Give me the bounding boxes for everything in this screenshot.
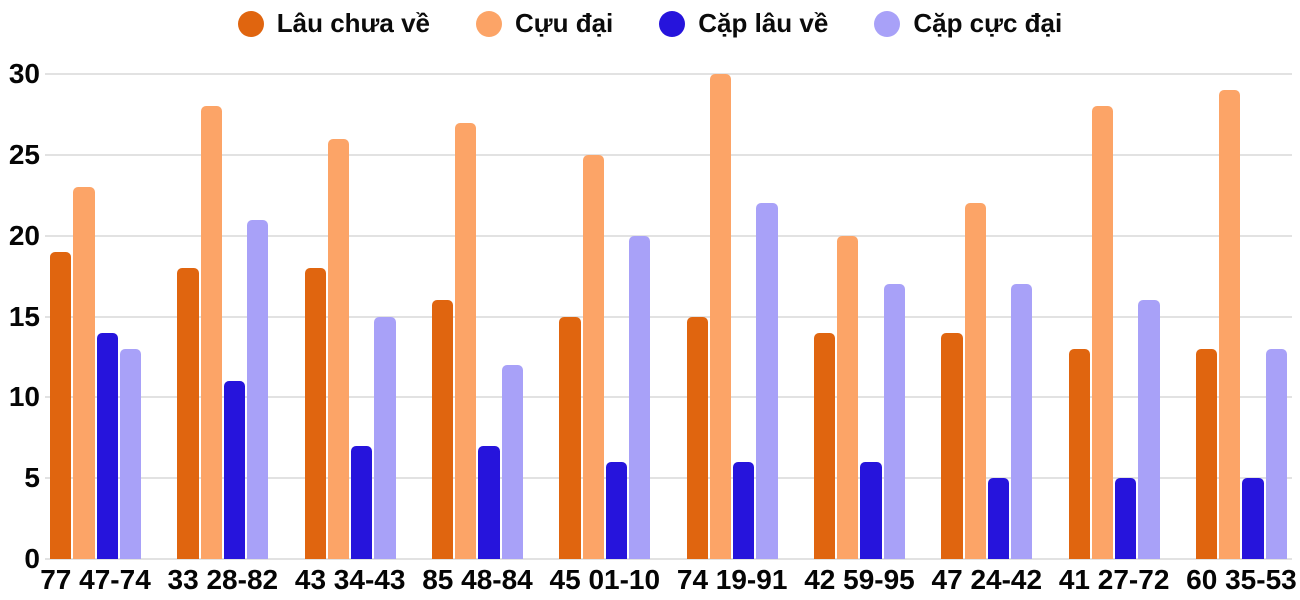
gridline [45, 73, 1292, 75]
legend-dot-icon [476, 10, 502, 37]
bar[interactable] [941, 332, 963, 559]
bar-group: 60 35-53 [1186, 74, 1297, 594]
legend-label: Lâu chưa về [276, 8, 430, 38]
bar[interactable] [119, 348, 141, 559]
bar[interactable] [304, 268, 326, 559]
bar-group: 77 47-74 [40, 74, 151, 594]
gridline [45, 396, 1292, 399]
bar[interactable] [1195, 348, 1218, 559]
x-axis-category-label: 42 59-95 [804, 564, 915, 595]
bar[interactable] [96, 332, 118, 559]
bar[interactable] [1242, 478, 1264, 559]
bar-group: 43 34-43 [295, 74, 405, 594]
bar[interactable] [455, 122, 477, 559]
bar[interactable] [351, 445, 373, 559]
gridline [45, 477, 1292, 480]
bar[interactable] [964, 203, 986, 559]
bar[interactable] [1068, 348, 1090, 559]
legend-dot-icon [874, 10, 901, 37]
bar-groups: 77 47-74 33 28-82 43 34-43 85 48-84 45 01-10… [40, 74, 1297, 594]
bar[interactable] [813, 332, 836, 559]
bar[interactable] [1265, 348, 1287, 559]
legend-item[interactable]: Cựu đại [476, 8, 613, 39]
x-axis-category-label: 41 27-72 [1058, 564, 1170, 595]
bar[interactable] [860, 462, 882, 559]
y-axis-tick-label: 25 [8, 138, 40, 170]
bar[interactable] [582, 154, 604, 559]
y-axis-tick-label: 15 [8, 300, 40, 332]
gridline [45, 234, 1292, 237]
legend: Lâu chưa về Cựu đại Cặp lâu về Cặp cực đại [0, 8, 1300, 39]
bar[interactable] [1138, 300, 1160, 559]
bar[interactable] [605, 462, 628, 559]
x-axis-category-label: 85 48-84 [422, 564, 533, 595]
bar[interactable] [247, 219, 269, 559]
legend-item[interactable]: Cặp lâu về [659, 8, 828, 39]
bar[interactable] [374, 316, 396, 559]
bar[interactable] [1011, 284, 1033, 559]
y-axis-tick-label: 10 [8, 381, 40, 413]
gridline [45, 153, 1292, 156]
bar[interactable] [1219, 90, 1241, 559]
y-axis-tick-label: 20 [8, 219, 40, 251]
legend-item[interactable]: Lâu chưa về [237, 8, 430, 39]
x-axis-category-label: 77 47-74 [40, 564, 151, 595]
bar[interactable] [883, 284, 905, 559]
legend-dot-icon [237, 10, 264, 37]
bar-group: 74 19-91 [677, 74, 787, 594]
legend-label: Cựu đại [515, 8, 614, 38]
bar[interactable] [200, 106, 222, 559]
x-axis-category-label: 43 34-43 [294, 564, 406, 595]
bar-group: 42 59-95 [804, 74, 915, 594]
bar[interactable] [629, 235, 651, 559]
bar[interactable] [223, 381, 246, 559]
gridline [45, 315, 1292, 318]
bar[interactable] [478, 445, 500, 559]
bar[interactable] [73, 187, 95, 559]
bar[interactable] [837, 235, 859, 559]
plot-area: 77 47-74 33 28-82 43 34-43 85 48-84 45 01-10… [40, 73, 1297, 594]
bar[interactable] [559, 316, 581, 559]
bar[interactable] [709, 74, 732, 559]
y-axis-tick-label: 0 [24, 543, 40, 574]
bar-group: 45 01-10 [550, 74, 660, 594]
bar[interactable] [501, 365, 523, 559]
bar[interactable] [1115, 478, 1137, 559]
legend-item[interactable]: Cặp cực đại [874, 8, 1062, 39]
x-axis-category-label: 74 19-91 [676, 564, 788, 595]
legend-label: Cặp cực đại [913, 8, 1063, 38]
x-axis-category-label: 33 28-82 [167, 564, 279, 595]
legend-label: Cặp lâu về [698, 8, 829, 38]
y-axis-tick-label: 5 [24, 462, 40, 494]
bar[interactable] [327, 138, 350, 559]
bar[interactable] [987, 478, 1010, 559]
bar-group: 47 24-42 [932, 74, 1042, 594]
x-axis-category-label: 60 35-53 [1186, 564, 1297, 595]
bar-group: 41 27-72 [1059, 74, 1169, 594]
bar-group: 33 28-82 [168, 74, 278, 594]
bar-group: 85 48-84 [422, 74, 533, 594]
x-axis-category-label: 45 01-10 [549, 564, 661, 595]
x-axis-baseline [45, 558, 1292, 560]
bar[interactable] [50, 251, 72, 559]
bar[interactable] [733, 462, 755, 559]
bar[interactable] [1091, 106, 1114, 559]
bar[interactable] [756, 203, 778, 559]
x-axis-category-label: 47 24-42 [931, 564, 1043, 595]
bar[interactable] [177, 268, 199, 559]
legend-dot-icon [659, 10, 686, 37]
bar[interactable] [686, 316, 708, 559]
bar[interactable] [431, 300, 454, 559]
y-axis-tick-label: 30 [8, 58, 40, 89]
